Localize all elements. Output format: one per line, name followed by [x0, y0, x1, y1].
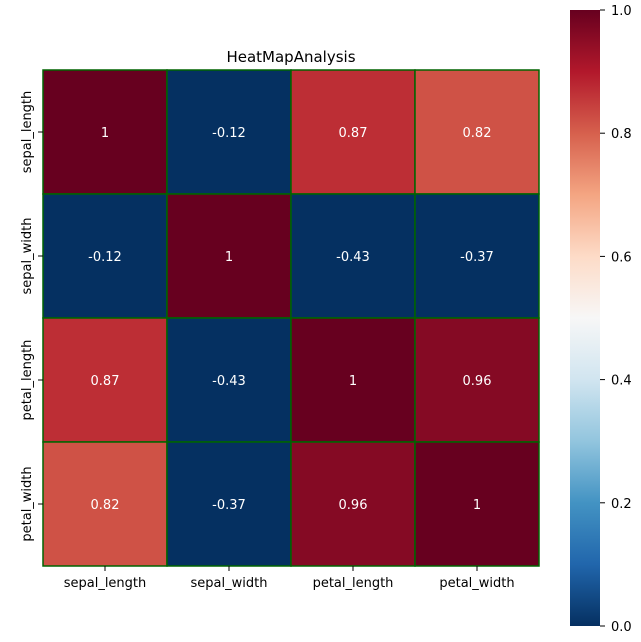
colorbar-tick-label: 0.8: [611, 127, 632, 142]
cell-annotation: 0.82: [463, 126, 492, 141]
cell-annotation: -0.43: [336, 250, 370, 265]
cell-annotation: 1: [225, 250, 233, 265]
heatmap-cell: [166, 441, 292, 567]
heatmap-cell: [414, 441, 540, 567]
y-axis: sepal_length sepal_width petal_lengthpetal…: [20, 91, 43, 542]
colorbar-tick-label: 0.4: [611, 374, 632, 389]
cell-annotation: -0.12: [88, 250, 122, 265]
heatmap-cell-annotations: 1 -0.12 0.87 0.82 -0.12 1 -0.43 -0.37 0.87 -0.43 1…: [88, 126, 494, 513]
cell-annotation: 0.82: [91, 498, 120, 513]
heatmap-cell: [166, 193, 292, 319]
cell-annotation: 0.87: [339, 126, 368, 141]
cell-annotation: 0.87: [91, 374, 120, 389]
x-axis: sepal_length sepal_width petal_length petal…: [64, 566, 515, 591]
cell-annotation: 1: [349, 374, 357, 389]
x-tick-label: sepal_width: [191, 576, 268, 591]
heatmap-cell: [42, 69, 168, 195]
x-tick-label: petal_length: [313, 576, 394, 591]
heatmap-cell: [166, 317, 292, 443]
colorbar-tick-label: 0.2: [611, 497, 632, 512]
cell-annotation: 0.96: [339, 498, 368, 513]
heatmap-cell: [166, 69, 292, 195]
cell-annotation: -0.37: [460, 250, 494, 265]
heatmap-cell: [42, 193, 168, 319]
heatmap-cell: [414, 69, 540, 195]
cell-annotation: 1: [101, 126, 109, 141]
colorbar-axis: 0.0 0.2 0.4 0.6 0.8 1.0: [600, 4, 632, 635]
heatmap-cell: [414, 193, 540, 319]
y-tick-label: petal_width: [20, 466, 35, 541]
cell-annotation: 1: [473, 498, 481, 513]
x-tick-label: petal_width: [439, 576, 514, 591]
heatmap-cell: [42, 441, 168, 567]
x-tick-label: sepal_length: [64, 576, 147, 591]
heatmap-cell: [414, 317, 540, 443]
colorbar-tick-label: 0.0: [611, 620, 632, 635]
y-tick-label: sepal_width: [20, 218, 35, 295]
cell-annotation: -0.12: [212, 126, 246, 141]
cell-annotation: -0.37: [212, 498, 246, 513]
colorbar: [570, 10, 600, 626]
heatmap-cell: [290, 69, 416, 195]
y-tick-label: petal_length: [20, 340, 35, 421]
cell-annotation: 0.96: [463, 374, 492, 389]
heatmap-cells: [42, 69, 540, 567]
chart-title: HeatMapAnalysis: [226, 48, 355, 66]
cell-annotation: -0.43: [212, 374, 246, 389]
y-tick-label: sepal_length: [20, 91, 35, 174]
colorbar-tick-label: 1.0: [611, 4, 632, 19]
colorbar-tick-label: 0.6: [611, 250, 632, 265]
